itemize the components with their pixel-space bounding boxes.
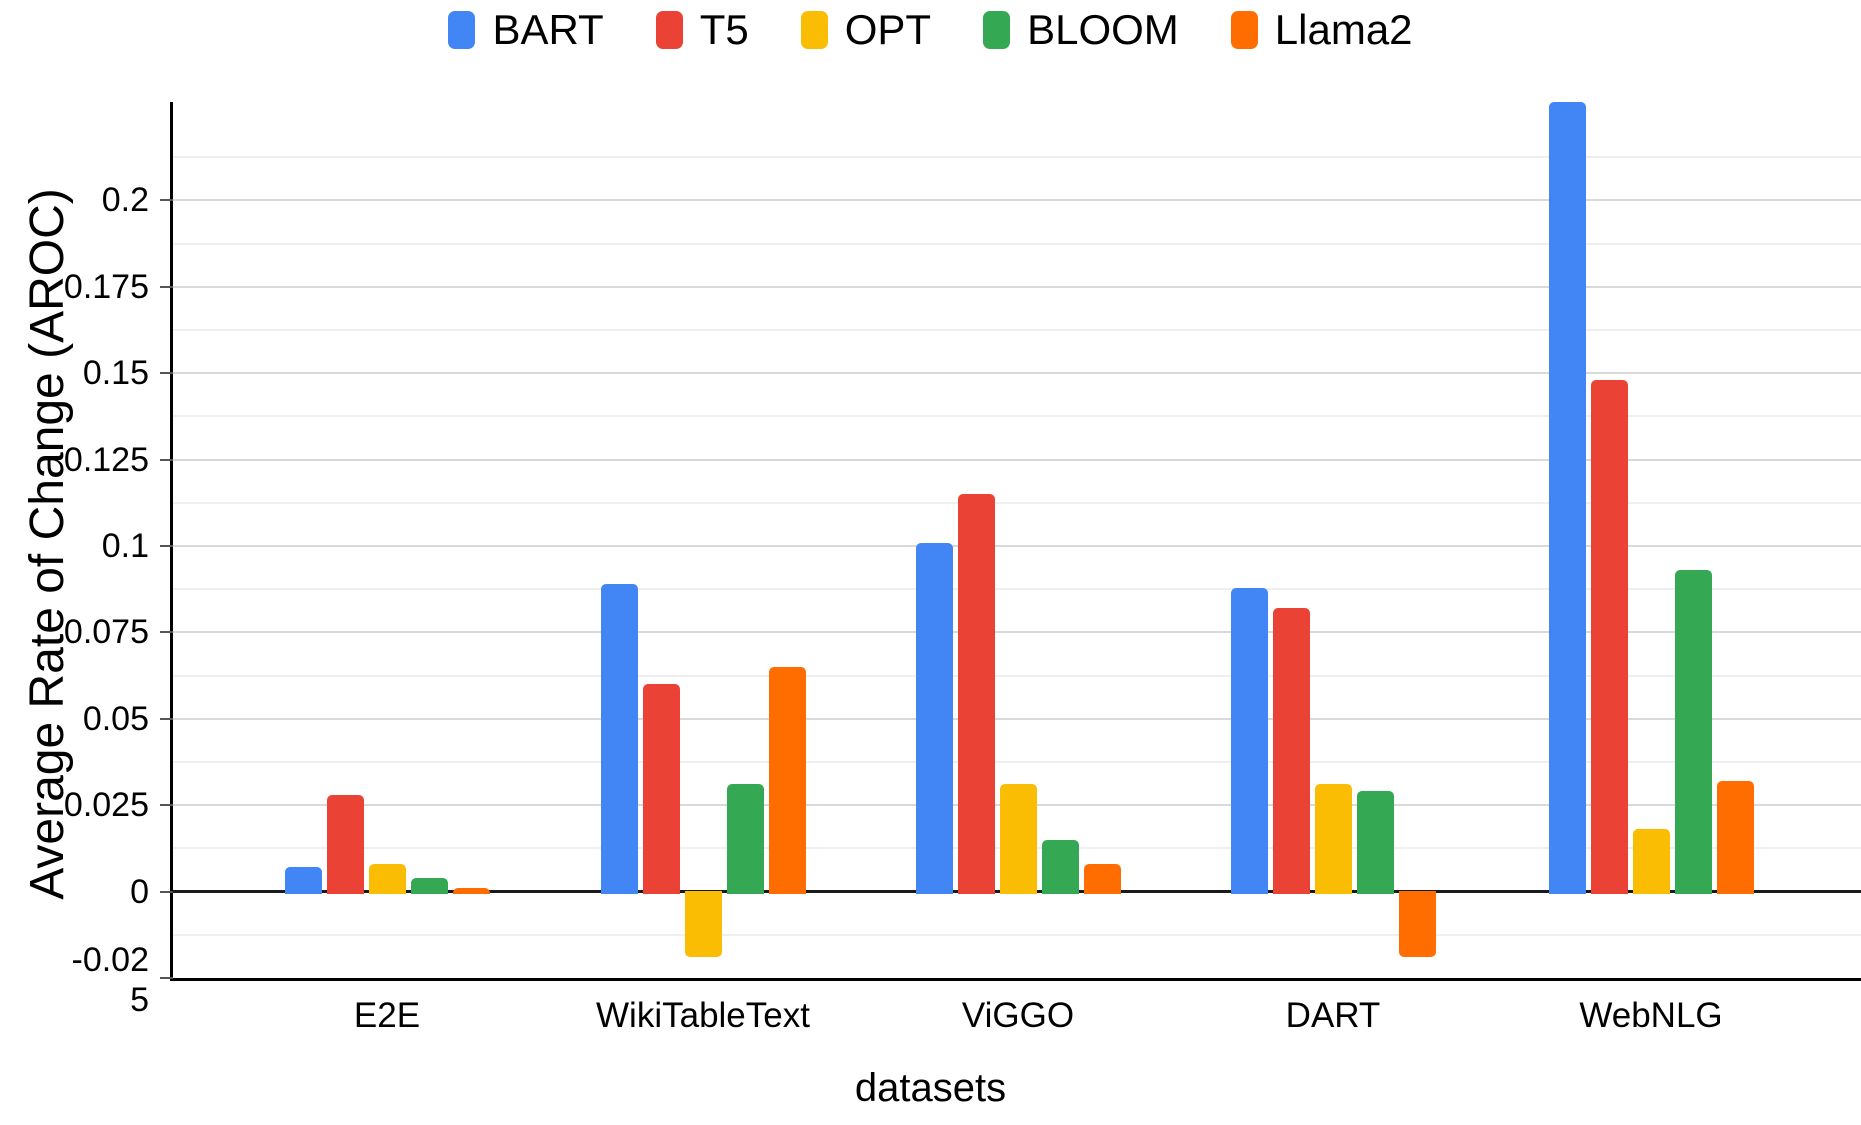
bar-Llama2-WebNLG [1716,781,1754,894]
x-tick-label-DART: DART [1285,996,1381,1035]
legend-label: BLOOM [1027,6,1179,53]
bar-T5-ViGGO [957,494,995,894]
bar-BLOOM-DART [1356,791,1394,894]
gridline [173,329,1861,332]
y-tick-mark [160,631,173,634]
gridline [173,458,1861,461]
bar-OPT-WikiTableText [684,890,722,958]
gridline [173,588,1861,591]
legend-swatch-icon [1230,11,1258,49]
legend-item-opt: OPT [800,6,932,53]
x-tick-label-WikiTableText: WikiTableText [596,996,810,1035]
gridline [173,242,1861,245]
y-tick-label: 0.075 [63,613,149,652]
bar-BLOOM-WebNLG [1674,570,1712,894]
y-tick-mark [160,545,173,548]
y-tick-label: 0 [130,872,149,911]
y-tick-label: 0.175 [63,267,149,306]
legend-item-llama2: Llama2 [1230,6,1413,53]
gridline [173,631,1861,634]
y-tick-mark [160,804,173,807]
bar-BART-ViGGO [915,542,953,894]
gridline [173,674,1861,677]
bar-Llama2-DART [1398,890,1436,958]
x-tick-label-E2E: E2E [353,996,421,1035]
bar-BART-WikiTableText [600,584,638,894]
legend-label: T5 [699,6,749,53]
bar-OPT-E2E [368,863,406,894]
gridline [173,199,1861,202]
y-tick-mark [160,458,173,461]
legend-item-t5: T5 [655,6,749,53]
y-tick-mark [160,372,173,375]
bar-OPT-ViGGO [999,784,1037,894]
bar-Llama2-E2E [452,888,490,894]
legend-swatch-icon [800,11,828,49]
bar-Llama2-ViGGO [1083,863,1121,894]
y-tick-mark [160,285,173,288]
gridline [173,415,1861,418]
legend-item-bart: BART [448,6,604,53]
bar-OPT-DART [1314,784,1352,894]
x-tick-label-WebNLG: WebNLG [1579,996,1723,1035]
y-tick-label: 0.05 [82,699,149,738]
bar-T5-WikiTableText [642,684,680,894]
gridline [173,372,1861,375]
chart-legend: BART T5 OPT BLOOM Llama2 [0,4,1861,56]
bar-BART-E2E [284,867,322,894]
bar-OPT-WebNLG [1632,829,1670,894]
gridline [173,285,1861,288]
y-tick-label: 0.2 [101,181,149,220]
legend-label: Llama2 [1274,6,1413,53]
gridline [173,717,1861,720]
y-tick-label: -0.02 5 [71,941,150,1019]
y-tick-mark [160,199,173,202]
gridline [173,933,1861,936]
gridline [173,545,1861,548]
x-axis-title: datasets [854,1066,1007,1110]
legend-item-bloom: BLOOM [983,9,1179,51]
y-tick-label: 0.025 [63,786,149,825]
bar-BLOOM-ViGGO [1041,839,1079,894]
y-tick-label: 0.1 [101,527,149,566]
bar-T5-DART [1272,608,1310,894]
bar-BLOOM-E2E [410,877,448,894]
gridline [173,501,1861,504]
bar-T5-WebNLG [1590,380,1628,894]
legend-swatch-icon [655,11,683,49]
bar-BART-DART [1230,587,1268,894]
bar-Llama2-WikiTableText [768,666,806,894]
bar-BART-WebNLG [1548,102,1586,894]
y-tick-label: 0.125 [63,440,149,479]
y-tick-mark [160,890,173,893]
legend-swatch-icon [448,11,476,49]
gridline [173,761,1861,764]
y-tick-mark [160,717,173,720]
gridline [173,156,1861,159]
legend-label: OPT [844,6,932,53]
bar-BLOOM-WikiTableText [726,784,764,894]
legend-swatch-icon [983,11,1011,49]
bar-T5-E2E [326,794,364,894]
y-tick-label: 0.15 [82,354,149,393]
x-tick-label-ViGGO: ViGGO [961,996,1075,1035]
plot-area: 0.2 0.175 0.15 0.125 0.1 0.075 0.05 0.025 0 -0.02… [64,102,1861,1035]
y-tick-mark [160,977,173,979]
legend-label: BART [492,6,604,53]
